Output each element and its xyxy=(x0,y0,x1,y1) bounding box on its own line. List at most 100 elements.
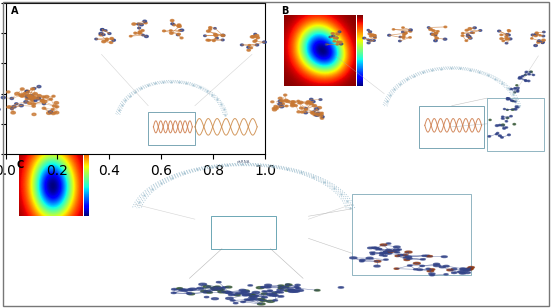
Circle shape xyxy=(385,252,392,254)
Circle shape xyxy=(249,297,254,298)
Circle shape xyxy=(199,283,206,285)
Circle shape xyxy=(229,294,235,296)
Circle shape xyxy=(304,107,307,109)
Circle shape xyxy=(443,265,449,267)
Circle shape xyxy=(204,35,206,37)
Circle shape xyxy=(284,94,287,96)
Circle shape xyxy=(506,127,508,128)
Circle shape xyxy=(460,268,466,270)
Circle shape xyxy=(433,263,439,265)
Circle shape xyxy=(216,37,218,39)
Circle shape xyxy=(41,99,44,101)
Circle shape xyxy=(367,30,369,31)
Circle shape xyxy=(248,45,251,46)
Circle shape xyxy=(370,253,374,255)
Circle shape xyxy=(211,288,219,290)
Circle shape xyxy=(500,38,503,39)
Circle shape xyxy=(543,31,545,33)
Circle shape xyxy=(226,298,233,299)
Circle shape xyxy=(510,88,512,90)
Circle shape xyxy=(506,121,508,122)
Circle shape xyxy=(49,98,52,100)
Circle shape xyxy=(108,33,111,34)
Circle shape xyxy=(207,292,213,293)
Circle shape xyxy=(528,80,530,82)
Circle shape xyxy=(405,251,412,253)
Circle shape xyxy=(530,71,532,73)
Circle shape xyxy=(496,132,498,134)
Circle shape xyxy=(367,42,370,44)
Circle shape xyxy=(52,105,56,107)
Circle shape xyxy=(290,104,295,107)
Circle shape xyxy=(508,134,511,136)
Circle shape xyxy=(138,33,140,34)
Circle shape xyxy=(267,290,272,291)
Circle shape xyxy=(321,116,324,118)
Circle shape xyxy=(512,101,514,102)
Circle shape xyxy=(242,291,250,293)
Circle shape xyxy=(506,117,509,119)
Circle shape xyxy=(537,41,540,43)
Circle shape xyxy=(383,255,387,256)
Circle shape xyxy=(295,286,299,288)
Circle shape xyxy=(465,29,468,31)
Circle shape xyxy=(32,105,35,107)
Circle shape xyxy=(46,112,51,114)
Circle shape xyxy=(215,286,220,288)
Circle shape xyxy=(506,38,508,40)
Circle shape xyxy=(215,287,222,289)
Circle shape xyxy=(264,286,271,288)
Circle shape xyxy=(458,271,464,273)
Circle shape xyxy=(502,40,505,42)
Circle shape xyxy=(413,262,420,264)
Circle shape xyxy=(213,40,215,42)
Circle shape xyxy=(386,243,391,244)
Circle shape xyxy=(278,97,282,99)
Circle shape xyxy=(294,105,298,107)
Circle shape xyxy=(187,293,192,294)
Circle shape xyxy=(384,251,390,253)
Circle shape xyxy=(233,302,238,304)
Circle shape xyxy=(29,98,33,100)
Circle shape xyxy=(508,38,512,40)
Circle shape xyxy=(395,255,400,257)
Circle shape xyxy=(99,34,102,36)
Circle shape xyxy=(300,111,304,113)
Circle shape xyxy=(292,290,300,292)
Circle shape xyxy=(435,37,438,39)
Circle shape xyxy=(141,30,144,31)
Circle shape xyxy=(260,300,267,302)
Circle shape xyxy=(208,39,210,41)
Circle shape xyxy=(293,290,299,292)
Circle shape xyxy=(242,294,248,296)
Circle shape xyxy=(30,97,35,99)
Circle shape xyxy=(368,33,371,35)
Circle shape xyxy=(177,33,181,35)
Circle shape xyxy=(288,290,295,292)
Circle shape xyxy=(386,249,391,251)
Circle shape xyxy=(252,291,259,294)
Circle shape xyxy=(140,24,144,26)
Circle shape xyxy=(178,25,181,27)
Circle shape xyxy=(466,34,469,35)
Circle shape xyxy=(336,33,339,35)
Circle shape xyxy=(279,287,284,288)
Circle shape xyxy=(402,27,404,28)
Circle shape xyxy=(402,36,405,37)
Circle shape xyxy=(285,284,290,285)
Circle shape xyxy=(163,30,166,32)
Circle shape xyxy=(519,76,522,78)
Circle shape xyxy=(513,124,516,125)
Circle shape xyxy=(390,250,396,252)
Circle shape xyxy=(211,298,219,300)
Circle shape xyxy=(535,33,538,35)
Circle shape xyxy=(374,265,380,267)
Circle shape xyxy=(130,35,132,37)
Circle shape xyxy=(169,30,172,31)
Circle shape xyxy=(380,253,386,254)
Circle shape xyxy=(337,41,339,43)
Circle shape xyxy=(247,47,250,48)
Circle shape xyxy=(250,296,257,298)
Circle shape xyxy=(278,287,283,289)
Circle shape xyxy=(360,259,365,261)
